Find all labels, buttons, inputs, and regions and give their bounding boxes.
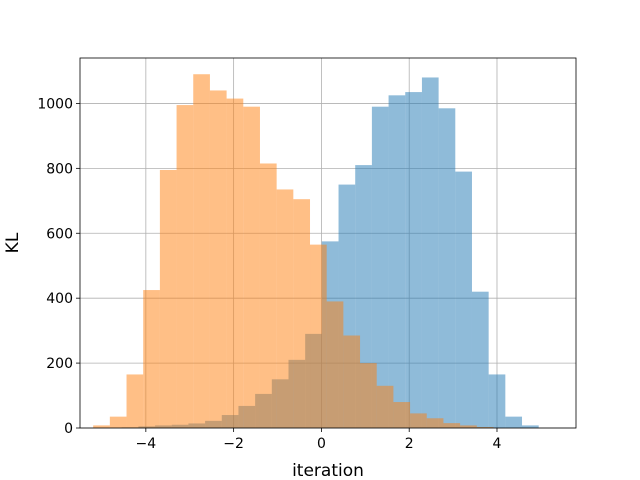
histogram-bar	[376, 385, 394, 428]
x-tick-label: 0	[317, 436, 326, 452]
histogram-bars	[93, 74, 539, 429]
histogram-bar	[93, 425, 110, 428]
histogram-bar	[360, 363, 377, 428]
histogram-bar	[438, 108, 456, 429]
histogram-bar	[476, 427, 494, 428]
histogram-bar	[405, 92, 422, 428]
histogram-bar	[126, 374, 144, 428]
histogram-bar	[109, 416, 127, 428]
histogram-bar	[460, 425, 477, 428]
histogram-bar	[426, 418, 444, 428]
histogram-bar	[243, 106, 260, 429]
plot-frame	[79, 57, 577, 429]
histogram-bar	[326, 301, 344, 428]
y-axis-ticks: 0 200 400 600 800 1000	[37, 96, 80, 437]
histogram-bar	[488, 374, 506, 428]
x-tick-label: −2	[223, 436, 244, 452]
histogram-bar	[421, 77, 439, 428]
y-tick-label: 600	[46, 226, 73, 242]
histogram-bar	[193, 74, 210, 428]
histogram-bar	[176, 105, 194, 428]
histogram-bar	[443, 423, 461, 428]
histogram-bar	[388, 95, 406, 429]
x-tick-label: −4	[136, 436, 157, 452]
histogram-bar	[393, 402, 411, 428]
histogram-bar	[159, 169, 177, 428]
series-1-bars	[93, 74, 494, 429]
x-tick-label: 4	[493, 436, 502, 452]
x-axis-label: iteration	[292, 461, 364, 480]
x-axis-ticks: −4 −2 0 2 4	[136, 428, 502, 452]
histogram-bar	[226, 98, 244, 428]
y-axis-label: KL	[3, 232, 23, 253]
y-tick-label: 0	[64, 421, 73, 437]
histogram-bar	[209, 90, 227, 428]
histogram-bar	[143, 290, 160, 428]
histogram-bar	[522, 425, 539, 428]
histogram-bar	[276, 189, 294, 428]
histogram-bar	[455, 171, 472, 428]
y-tick-label: 1000	[37, 96, 73, 112]
histogram-bar	[410, 413, 427, 428]
histogram-bar	[259, 163, 277, 428]
histogram-bar	[310, 244, 327, 428]
histogram-bar	[371, 106, 389, 429]
histogram-bar	[343, 335, 361, 428]
histogram-bar	[471, 291, 489, 428]
histogram-bar	[505, 416, 523, 428]
y-tick-label: 200	[46, 356, 73, 372]
histogram-bar	[293, 199, 311, 428]
x-tick-label: 2	[405, 436, 414, 452]
y-tick-label: 400	[46, 291, 73, 307]
y-tick-label: 800	[46, 161, 73, 177]
